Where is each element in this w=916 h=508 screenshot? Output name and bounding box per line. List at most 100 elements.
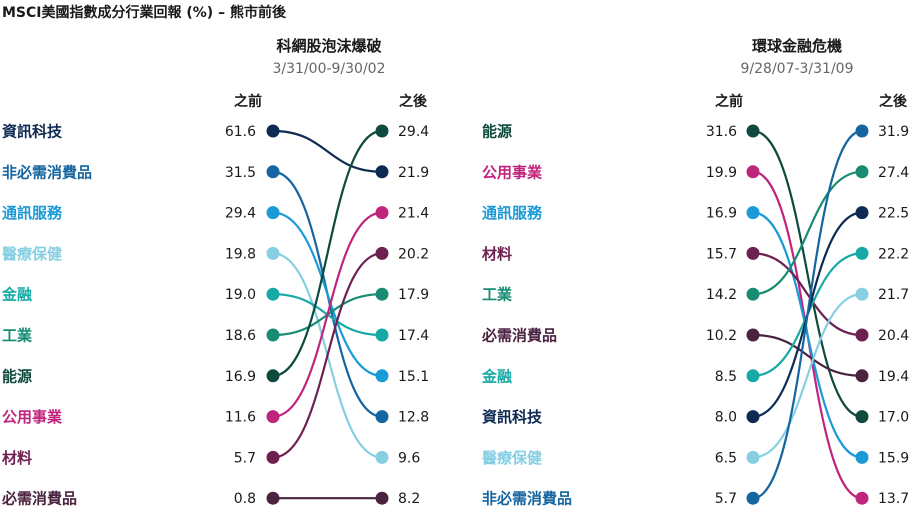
panel-2-after-value: 22.5 [878, 206, 909, 222]
panel-2-category-label: 必需消費品 [481, 327, 557, 345]
panel-1-after-point-工業 [375, 287, 389, 301]
panel-1-after-value: 20.2 [398, 246, 429, 262]
panel-1-category-label: 公用事業 [2, 408, 63, 426]
panel-1-before-point-資訊科技 [266, 124, 280, 138]
panel-1-before-value: 29.4 [225, 206, 256, 222]
panel-1-category-label: 必需消費品 [1, 490, 77, 508]
panel-2-after-value: 17.0 [878, 410, 909, 426]
panel-2-after-value: 19.4 [878, 369, 909, 385]
panel-2-after-point-能源 [855, 410, 869, 424]
panel-1-title: 科網股泡沫爆破 [276, 37, 381, 55]
panel-2-series-line-必需消費品 [752, 333, 863, 377]
panel-1-category-label: 醫療保健 [2, 245, 62, 263]
panel-1-after-header: 之後 [399, 93, 428, 110]
panel-1-after-value: 8.2 [398, 491, 420, 507]
panel-2-series-line-材料 [752, 252, 863, 337]
panel-1-before-point-能源 [266, 369, 280, 383]
panel-1-series-line-能源 [272, 129, 383, 377]
panel-1-series-line-通訊服務 [272, 211, 383, 377]
panel-1-after-point-非必需消費品 [375, 410, 389, 424]
panel-1-before-value: 61.6 [225, 124, 256, 140]
panel-1-category-label: 非必需消費品 [2, 163, 92, 181]
panel-2-before-point-金融 [746, 369, 760, 383]
panel-2-after-point-資訊科技 [855, 206, 869, 220]
panel-1-after-value: 29.4 [398, 124, 429, 140]
panel-2-before-point-醫療保健 [746, 450, 760, 464]
chart-main-title: MSCI美國指數成分行業回報 (%) – 熊市前後 [2, 5, 286, 21]
panel-1-after-point-醫療保健 [375, 450, 389, 464]
panel-1-subtitle: 3/31/00-9/30/02 [273, 61, 386, 77]
panel-1-category-label: 材料 [2, 449, 32, 467]
panel-2-before-value: 14.2 [706, 287, 737, 303]
panel-1-before-point-工業 [266, 328, 280, 342]
panel-1-before-value: 5.7 [234, 450, 256, 466]
panel-1-after-point-必需消費品 [375, 491, 389, 505]
panel-2-series-line-工業 [752, 170, 863, 296]
panel-2-title: 環球金融危機 [752, 37, 842, 55]
panel-2-after-header: 之後 [879, 93, 908, 110]
panel-2-subtitle: 9/28/07-3/31/09 [741, 61, 854, 77]
panel-2-after-point-金融 [855, 246, 869, 260]
panel-2-after-value: 31.9 [878, 124, 909, 140]
panel-1-before-point-公用事業 [266, 410, 280, 424]
panel-2-category-label: 材料 [482, 245, 512, 263]
panel-1-category-label: 能源 [2, 367, 32, 385]
panel-1-after-point-能源 [375, 124, 389, 138]
panel-1-before-point-通訊服務 [266, 206, 280, 220]
panel-2-after-point-通訊服務 [855, 450, 869, 464]
panel-2-before-point-非必需消費品 [746, 491, 760, 505]
panel-2-category-label: 公用事業 [482, 163, 543, 181]
panel-1-before-value: 0.8 [234, 491, 256, 507]
panel-2-after-value: 22.2 [878, 246, 909, 262]
panel-2-before-value: 19.9 [706, 165, 737, 181]
panel-2-after-value: 21.7 [878, 287, 909, 303]
panel-1-after-point-金融 [375, 328, 389, 342]
panel-1-before-point-金融 [266, 287, 280, 301]
panel-2-category-label: 通訊服務 [482, 204, 543, 222]
panel-2-category-label: 金融 [481, 367, 512, 385]
panel-2-category-label: 醫療保健 [482, 449, 542, 467]
panel-2-after-value: 20.4 [878, 328, 909, 344]
panel-2-after-point-非必需消費品 [855, 124, 869, 138]
panel-2-category-label: 能源 [482, 123, 512, 141]
panel-2-before-point-必需消費品 [746, 328, 760, 342]
panel-2-category-label: 資訊科技 [482, 408, 543, 426]
panel-1-series-line-材料 [272, 252, 383, 459]
panel-1-after-value: 15.1 [398, 369, 429, 385]
panel-1-after-point-通訊服務 [375, 369, 389, 383]
panel-1-after-value: 21.4 [398, 206, 429, 222]
panel-2-before-point-通訊服務 [746, 206, 760, 220]
panel-2-series-line-通訊服務 [752, 211, 863, 459]
panel-2-after-value: 13.7 [878, 491, 909, 507]
panel-2-series-line-非必需消費品 [752, 129, 863, 500]
panel-1-category-label: 資訊科技 [2, 123, 63, 141]
panel-1-after-value: 17.4 [398, 328, 429, 344]
panel-2-before-value: 6.5 [715, 450, 737, 466]
panel-1-category-label: 金融 [1, 286, 32, 304]
panel-2-before-point-工業 [746, 287, 760, 301]
panel-1-after-value: 9.6 [398, 450, 420, 466]
panel-2-after-point-醫療保健 [855, 287, 869, 301]
panel-1-series-line-公用事業 [272, 211, 383, 418]
panel-2-before-point-材料 [746, 246, 760, 260]
panel-2-after-value: 27.4 [878, 165, 909, 181]
panel-1-before-value: 19.0 [225, 287, 256, 303]
panel-2-before-header: 之前 [715, 93, 743, 110]
panel-2-after-value: 15.9 [878, 450, 909, 466]
panel-1-after-point-材料 [375, 246, 389, 260]
panel-2-series-line-能源 [752, 129, 863, 418]
panel-2-before-value: 16.9 [706, 206, 737, 222]
panel-1-before-point-非必需消費品 [266, 165, 280, 179]
panel-2-before-value: 15.7 [706, 246, 737, 262]
panel-2-before-value: 8.5 [715, 369, 737, 385]
panel-1-after-point-資訊科技 [375, 165, 389, 179]
panel-2-after-point-材料 [855, 328, 869, 342]
panel-1-after-value: 21.9 [398, 165, 429, 181]
panel-1-before-header: 之前 [234, 93, 262, 110]
panel-1-before-value: 11.6 [225, 410, 256, 426]
panel-2-category-label: 非必需消費品 [482, 490, 572, 508]
panel-1-category-label: 工業 [2, 327, 33, 345]
panel-1-before-value: 31.5 [225, 165, 256, 181]
panel-1-series-line-資訊科技 [272, 129, 383, 173]
